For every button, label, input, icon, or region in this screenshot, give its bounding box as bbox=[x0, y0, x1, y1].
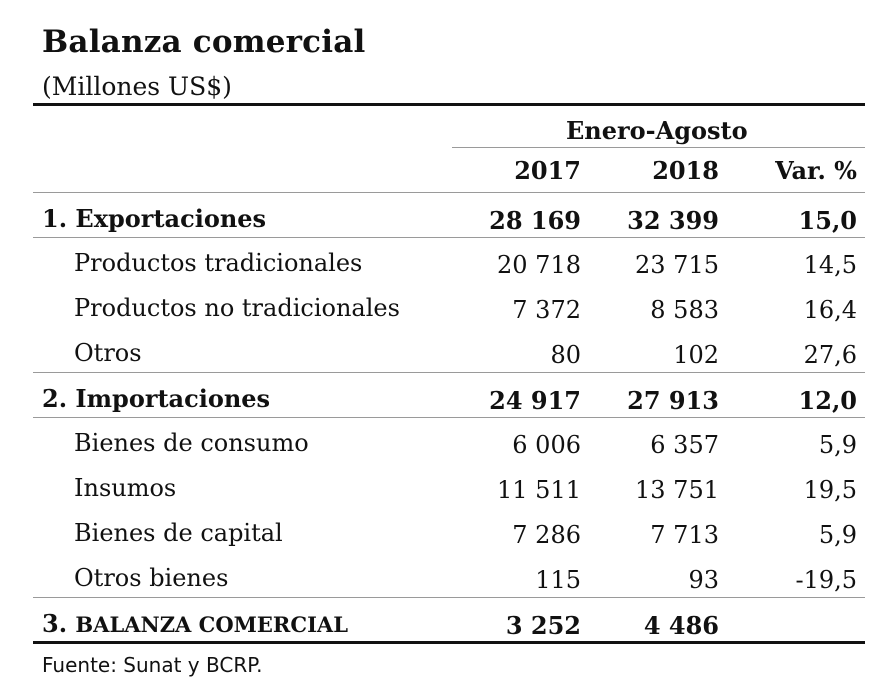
row-value-var: -19,5 bbox=[795, 566, 857, 594]
row-value-2017: 115 bbox=[535, 566, 581, 594]
row-value-var: 27,6 bbox=[803, 341, 857, 369]
row-value-2018: 13 751 bbox=[635, 476, 719, 504]
row-value-var: 14,5 bbox=[803, 251, 857, 279]
row-label-exportaciones: 1. Exportaciones bbox=[42, 204, 267, 233]
row-label: Bienes de consumo bbox=[74, 429, 309, 457]
row-value-2018: 93 bbox=[688, 566, 719, 594]
row-value-2017: 28 169 bbox=[489, 206, 581, 235]
row-label: Otros bbox=[74, 339, 142, 367]
row-value-var: 19,5 bbox=[803, 476, 857, 504]
row-label: Productos no tradicionales bbox=[74, 294, 400, 322]
row-value-2018: 27 913 bbox=[627, 386, 719, 415]
row-label-number: 3. bbox=[42, 609, 68, 638]
row-value-var: 15,0 bbox=[798, 206, 857, 235]
row-rule bbox=[33, 597, 865, 598]
row-value-2017: 24 917 bbox=[489, 386, 581, 415]
row-value-2017: 6 006 bbox=[512, 431, 581, 459]
row-label: Otros bienes bbox=[74, 564, 229, 592]
row-value-2017: 80 bbox=[550, 341, 581, 369]
row-value-var: 12,0 bbox=[798, 386, 857, 415]
header-rule bbox=[33, 192, 865, 193]
row-label: Insumos bbox=[74, 474, 177, 502]
row-value-2017: 3 252 bbox=[505, 611, 581, 640]
table-title: Balanza comercial bbox=[42, 24, 366, 60]
header-var: Var. % bbox=[775, 156, 857, 185]
row-label-text: BALANZA COMERCIAL bbox=[75, 612, 348, 637]
row-label: Bienes de capital bbox=[74, 519, 283, 547]
row-value-2017: 7 372 bbox=[512, 296, 581, 324]
row-value-2018: 102 bbox=[673, 341, 719, 369]
row-value-var: 16,4 bbox=[803, 296, 857, 324]
row-value-2018: 8 583 bbox=[650, 296, 719, 324]
row-value-var: 5,9 bbox=[818, 431, 857, 459]
row-rule bbox=[33, 417, 865, 418]
row-label-importaciones: 2. Importaciones bbox=[42, 384, 271, 413]
row-value-2018: 4 486 bbox=[643, 611, 719, 640]
source-note: Fuente: Sunat y BCRP. bbox=[42, 653, 263, 677]
header-2018: 2018 bbox=[652, 156, 719, 185]
row-value-2018: 7 713 bbox=[650, 521, 719, 549]
row-rule bbox=[33, 237, 865, 238]
row-rule bbox=[33, 372, 865, 373]
table-subtitle: (Millones US$) bbox=[42, 72, 232, 101]
row-value-2018: 32 399 bbox=[627, 206, 719, 235]
row-value-2017: 11 511 bbox=[497, 476, 581, 504]
row-value-2018: 6 357 bbox=[650, 431, 719, 459]
row-value-2017: 7 286 bbox=[512, 521, 581, 549]
row-value-2017: 20 718 bbox=[497, 251, 581, 279]
row-value-2018: 23 715 bbox=[635, 251, 719, 279]
row-label-balanza: 3. BALANZA COMERCIAL bbox=[42, 609, 348, 638]
header-2017: 2017 bbox=[514, 156, 581, 185]
row-value-var: 5,9 bbox=[818, 521, 857, 549]
top-rule bbox=[33, 103, 865, 106]
bottom-rule bbox=[33, 641, 865, 644]
period-underline bbox=[452, 147, 865, 148]
period-header: Enero-Agosto bbox=[566, 116, 748, 145]
row-label: Productos tradicionales bbox=[74, 249, 363, 277]
